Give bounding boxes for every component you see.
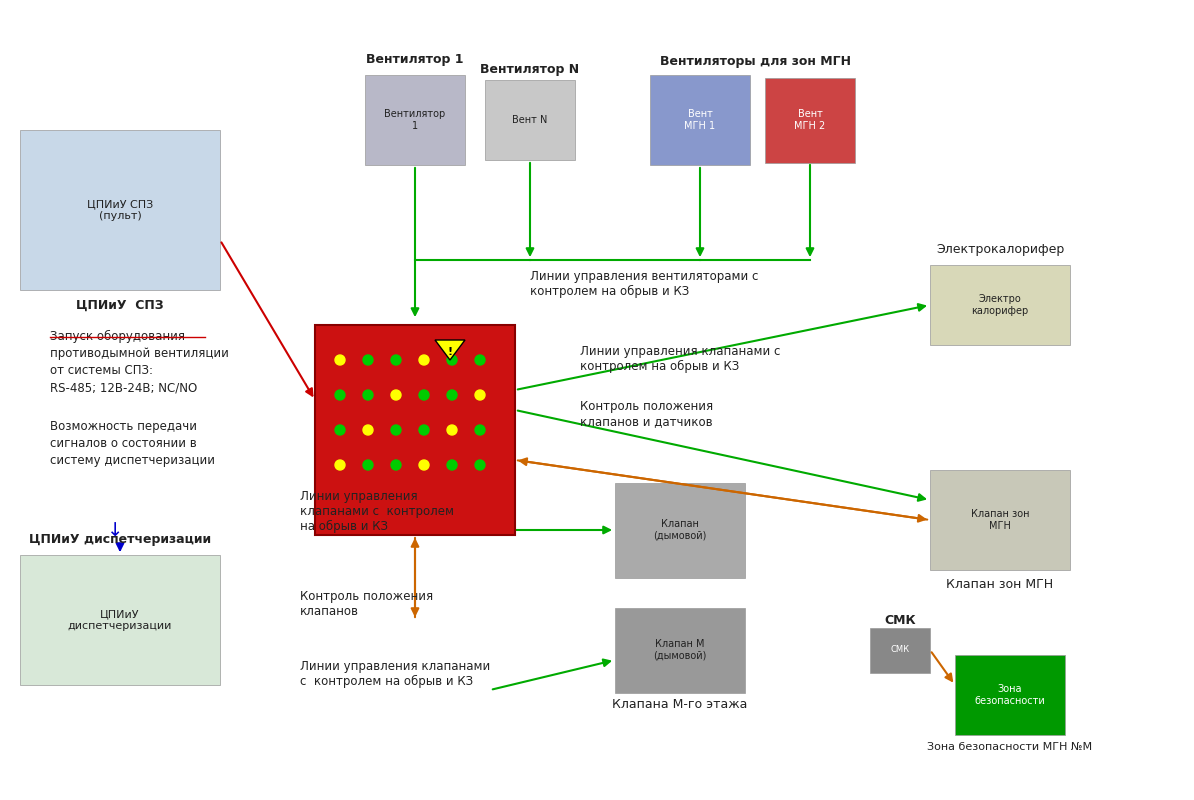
- Bar: [485, 80, 576, 160]
- Text: Клапан зон
МГН: Клапан зон МГН: [971, 509, 1029, 531]
- Text: ЦПИиУ диспетчеризации: ЦПИиУ диспетчеризации: [29, 534, 211, 546]
- Text: Вентилятор
1: Вентилятор 1: [384, 110, 445, 130]
- Text: Вентиляторы для зон МГН: Вентиляторы для зон МГН: [659, 55, 850, 69]
- Circle shape: [336, 460, 345, 470]
- Bar: [315, 325, 515, 535]
- Bar: [650, 75, 750, 165]
- Bar: [615, 482, 745, 578]
- Text: Линии управления
клапанами с  контролем
на обрыв и КЗ: Линии управления клапанами с контролем н…: [300, 490, 454, 533]
- Circle shape: [475, 355, 485, 365]
- Text: ЦПИиУ
диспетчеризации: ЦПИиУ диспетчеризации: [68, 610, 172, 630]
- Text: ЦПИиУ  СПЗ: ЦПИиУ СПЗ: [76, 298, 164, 311]
- Text: Клапан М
(дымовой): Клапан М (дымовой): [653, 639, 707, 661]
- Text: !: !: [448, 347, 453, 357]
- Text: Электро
калорифер: Электро калорифер: [972, 294, 1028, 316]
- Text: Вентилятор N: Вентилятор N: [480, 63, 579, 77]
- Circle shape: [363, 460, 373, 470]
- Circle shape: [419, 460, 429, 470]
- Bar: [365, 75, 464, 165]
- Circle shape: [363, 355, 373, 365]
- Text: Электрокалорифер: Электрокалорифер: [936, 243, 1064, 257]
- Text: Запуск оборудования
противодымной вентиляции
от системы СПЗ:
RS-485; 12В-24В; NC: Запуск оборудования противодымной вентил…: [50, 330, 229, 394]
- Circle shape: [390, 460, 401, 470]
- Bar: [20, 130, 220, 290]
- Text: Клапан
(дымовой): Клапан (дымовой): [653, 519, 707, 541]
- Circle shape: [336, 425, 345, 435]
- Text: Зона безопасности МГН №М: Зона безопасности МГН №М: [928, 742, 1093, 752]
- Text: ↓: ↓: [106, 521, 123, 539]
- Text: Вент
МГН 1: Вент МГН 1: [684, 110, 715, 130]
- Bar: [615, 607, 745, 693]
- Circle shape: [447, 460, 457, 470]
- Text: ЦПИиУ СПЗ
(пульт): ЦПИиУ СПЗ (пульт): [87, 199, 153, 221]
- Circle shape: [336, 390, 345, 400]
- Text: Линии управления вентиляторами с
контролем на обрыв и КЗ: Линии управления вентиляторами с контрол…: [530, 270, 758, 298]
- Bar: [765, 78, 855, 162]
- Polygon shape: [435, 340, 464, 360]
- Text: Вентилятор 1: Вентилятор 1: [367, 54, 463, 66]
- Circle shape: [447, 390, 457, 400]
- Bar: [930, 470, 1070, 570]
- Circle shape: [419, 355, 429, 365]
- Bar: [955, 655, 1065, 735]
- Text: Вент N: Вент N: [512, 115, 548, 125]
- Text: Линии управления клапанами
с  контролем на обрыв и КЗ: Линии управления клапанами с контролем н…: [300, 660, 491, 688]
- Circle shape: [475, 425, 485, 435]
- Circle shape: [336, 355, 345, 365]
- Circle shape: [390, 425, 401, 435]
- Circle shape: [447, 425, 457, 435]
- Text: Линии управления клапанами с
контролем на обрыв и КЗ: Линии управления клапанами с контролем н…: [580, 345, 781, 373]
- Bar: [870, 627, 930, 673]
- Bar: [930, 265, 1070, 345]
- Circle shape: [447, 355, 457, 365]
- Circle shape: [363, 390, 373, 400]
- Circle shape: [390, 390, 401, 400]
- Circle shape: [390, 355, 401, 365]
- Text: Возможность передачи
сигналов о состоянии в
систему диспетчеризации: Возможность передачи сигналов о состояни…: [50, 420, 215, 467]
- Text: СМК: СМК: [891, 646, 910, 654]
- Text: СМК: СМК: [885, 614, 916, 626]
- Text: Зона
безопасности: Зона безопасности: [974, 684, 1046, 706]
- Circle shape: [419, 425, 429, 435]
- Text: Контроль положения
клапанов и датчиков: Контроль положения клапанов и датчиков: [580, 400, 713, 428]
- Circle shape: [419, 390, 429, 400]
- Bar: [20, 555, 220, 685]
- Text: Контроль положения
клапанов: Контроль положения клапанов: [300, 590, 433, 618]
- Circle shape: [475, 460, 485, 470]
- Text: Клапан зон МГН: Клапан зон МГН: [947, 578, 1053, 591]
- Text: Вент
МГН 2: Вент МГН 2: [794, 110, 825, 130]
- Text: Клапана М-го этажа: Клапана М-го этажа: [613, 698, 747, 711]
- Circle shape: [363, 425, 373, 435]
- Circle shape: [475, 390, 485, 400]
